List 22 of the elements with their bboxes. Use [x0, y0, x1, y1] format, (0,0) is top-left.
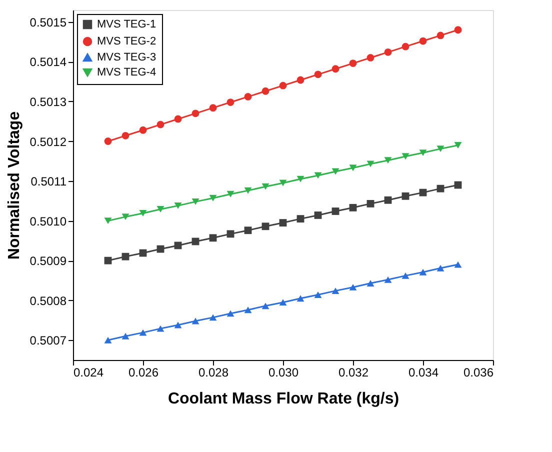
legend-label: MVS TEG-4: [97, 66, 156, 78]
y-tick-label: 0.5012: [30, 134, 67, 149]
x-tick-label: 0.026: [128, 366, 159, 380]
y-tick-label: 0.5008: [30, 294, 67, 308]
legend-label: MVS TEG-2: [97, 36, 156, 48]
x-tick-label: 0.024: [74, 366, 104, 380]
x-tick-label: 0.034: [408, 366, 439, 380]
x-axis-title: Coolant Mass Flow Rate (kg/s): [168, 390, 400, 408]
legend-label: MVS TEG-3: [97, 52, 156, 64]
y-tick-label: 0.5013: [30, 94, 67, 109]
legend-label: MVS TEG-1: [97, 18, 156, 30]
y-tick-label: 0.5014: [30, 55, 67, 70]
x-tick-label: 0.036: [463, 366, 494, 380]
y-tick-label: 0.5011: [30, 174, 67, 189]
y-tick-label: 0.5007: [30, 334, 67, 348]
y-tick-label: 0.5010: [30, 214, 67, 228]
y-tick-label: 0.5009: [30, 254, 67, 268]
y-axis-title: Normalised Voltage: [6, 111, 23, 260]
x-tick-label: 0.032: [338, 366, 369, 380]
x-tick-label: 0.030: [268, 366, 299, 380]
x-tick-label: 0.028: [198, 366, 229, 380]
y-tick-label: 0.5015: [30, 15, 67, 30]
